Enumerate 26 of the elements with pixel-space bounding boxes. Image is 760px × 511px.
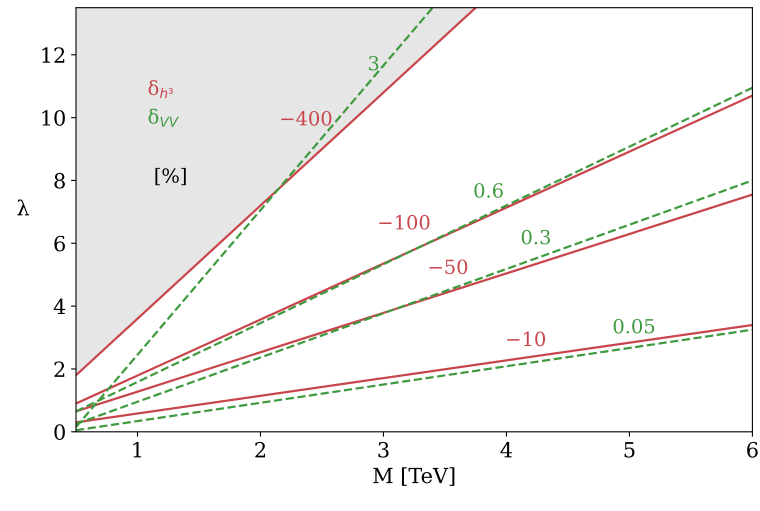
annotation: 0.05 [614,318,654,334]
annotation: 0.6 [474,183,503,198]
annotation: −50 [430,259,468,274]
y-tick-label: 4 [54,298,66,314]
x-axis-title: M [TeV] [373,467,454,486]
y-tick-label: 8 [54,172,65,189]
annotation: [%] [155,168,186,186]
annotation: 0.3 [522,230,550,244]
text: δ$_{h³}$ [148,80,173,98]
annotation: −10 [507,332,546,346]
annotation: −400 [281,110,332,126]
text: δ$_{VV}$ [148,108,179,127]
y-axis-title: λ [17,199,30,216]
y-tick-label: 0 [54,424,65,440]
y-tick-label: 6 [54,236,65,252]
y-tick-label: 10 [42,110,65,126]
x-tick-label: 6 [747,442,758,458]
annotation: −100 [379,214,430,230]
y-tick-label: 2 [54,361,64,377]
annotation: 3 [368,56,378,71]
x-tick-label: 1 [133,442,142,458]
y-tick-label: 12 [42,47,64,63]
x-tick-label: 3 [378,442,389,458]
x-tick-label: 4 [500,442,512,458]
x-tick-label: 2 [255,442,266,458]
x-tick-label: 5 [624,442,634,458]
